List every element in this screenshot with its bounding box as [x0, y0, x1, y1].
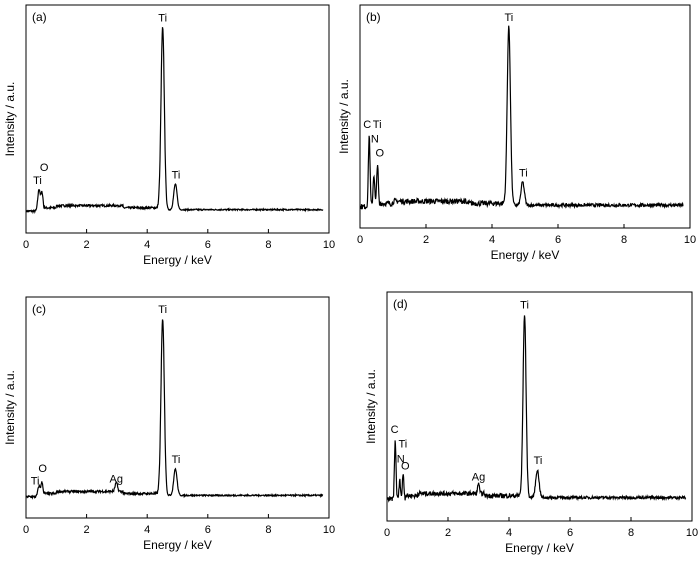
x-tick-label: 10: [323, 524, 335, 536]
x-tick-label: 8: [621, 234, 627, 246]
plot-frame: [386, 291, 693, 522]
spectrum-line: [26, 27, 324, 215]
x-tick-label: 0: [23, 239, 29, 251]
spectrum-line: [26, 319, 324, 500]
peak-label-o: O: [38, 463, 47, 475]
x-tick-label: 4: [506, 527, 512, 539]
peak-label-ti: Ti: [33, 175, 42, 187]
peak-label-ti: Ti: [520, 299, 529, 311]
peak-label-c: C: [363, 119, 371, 131]
peak-label-ti: Ti: [534, 455, 543, 467]
panel-tag: (c): [32, 302, 46, 316]
x-tick-label: 0: [357, 234, 363, 246]
x-axis-label: Energy / keV: [505, 541, 574, 555]
y-axis-label: Intensity / a.u.: [337, 79, 351, 154]
x-axis-label: Energy / keV: [143, 253, 212, 267]
x-tick-label: 4: [144, 524, 150, 536]
x-tick-label: 8: [265, 239, 271, 251]
peak-label-c: C: [391, 424, 399, 436]
spectrum-panel-c: 0 2 4 6 8 10 Energy / keV Intensity / a.u. (c) Ti…: [3, 296, 335, 552]
panel-tag: (b): [366, 10, 381, 24]
x-tick-label: 2: [84, 239, 90, 251]
peak-label-ti: Ti: [519, 167, 528, 179]
x-tick-label: 6: [567, 527, 573, 539]
panel-tag: (d): [393, 297, 408, 311]
peak-label-n: N: [397, 453, 405, 465]
x-tick-label: 2: [423, 234, 429, 246]
y-axis-label: Intensity / a.u.: [3, 370, 17, 445]
peak-label-ti: Ti: [31, 475, 40, 487]
x-axis-label: Energy / keV: [143, 538, 212, 552]
peak-label-ti: Ti: [158, 12, 167, 24]
peak-label-o: O: [376, 148, 385, 160]
x-tick-label: 2: [84, 524, 90, 536]
x-tick-label: 10: [686, 527, 698, 539]
peak-label-ti: Ti: [158, 304, 167, 316]
peak-label-ti: Ti: [172, 454, 181, 466]
plot-frame: [359, 4, 691, 229]
spectrum-line: [387, 315, 687, 503]
peak-label-o: O: [40, 162, 49, 174]
x-tick-label: 10: [323, 239, 335, 251]
peak-label-ti: Ti: [373, 119, 382, 131]
peak-label-ag: Ag: [110, 474, 123, 486]
x-tick-label: 8: [265, 524, 271, 536]
peak-label-ti: Ti: [504, 12, 513, 24]
spectrum-panel-a: 0 2 4 6 8 10 Energy / keV Intensity / a.u. (a) Ti…: [3, 4, 335, 267]
x-tick-label: 8: [628, 527, 634, 539]
y-axis-label: Intensity / a.u.: [364, 369, 378, 444]
x-tick-label: 6: [555, 234, 561, 246]
x-tick-label: 6: [205, 239, 211, 251]
panel-tag: (a): [32, 10, 47, 24]
x-tick-label: 4: [144, 239, 150, 251]
x-axis-label: Energy / keV: [491, 248, 560, 262]
peak-label-ti: Ti: [172, 169, 181, 181]
x-tick-label: 10: [684, 234, 696, 246]
spectrum-line: [360, 25, 684, 210]
x-tick-label: 6: [205, 524, 211, 536]
peak-label-ti: Ti: [398, 439, 407, 451]
plot-frame: [25, 296, 330, 519]
x-tick-label: 4: [489, 234, 495, 246]
peak-label-n: N: [371, 133, 379, 145]
plot-frame: [25, 4, 330, 234]
peak-label-o: O: [401, 461, 410, 473]
x-tick-label: 0: [384, 527, 390, 539]
x-tick-label: 2: [445, 527, 451, 539]
y-axis-label: Intensity / a.u.: [3, 82, 17, 157]
x-tick-label: 0: [23, 524, 29, 536]
peak-label-ag: Ag: [472, 472, 485, 484]
